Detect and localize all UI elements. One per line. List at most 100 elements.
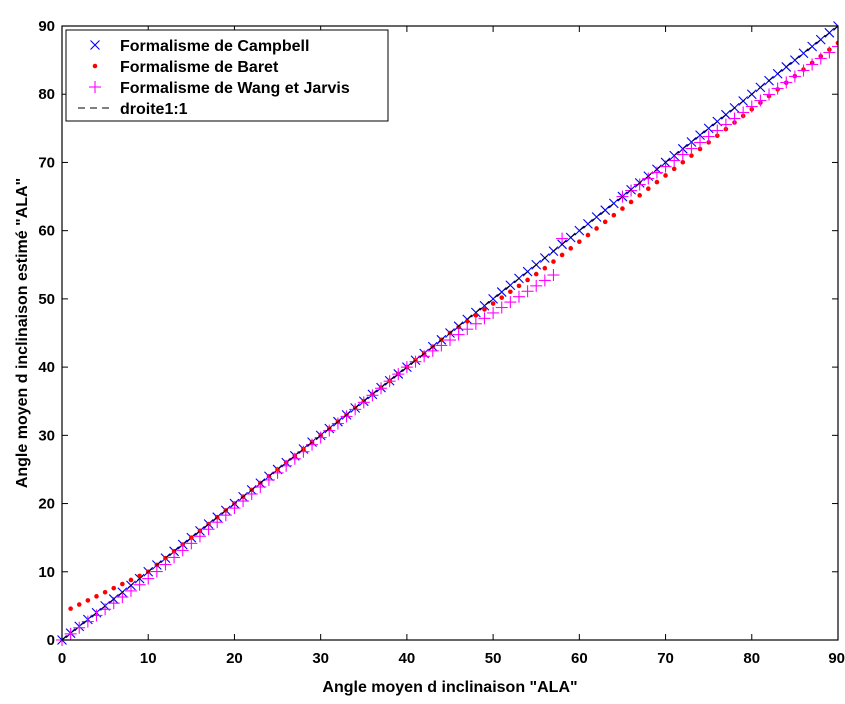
point-baret <box>620 206 625 211</box>
point-wang_jarvis <box>383 375 396 388</box>
point-baret <box>482 307 487 312</box>
y-tick-label: 30 <box>38 427 55 444</box>
series-baret <box>68 40 838 611</box>
point-baret <box>671 166 677 172</box>
point-baret <box>456 324 461 330</box>
x-tick-label: 30 <box>312 650 329 667</box>
point-baret <box>542 265 548 271</box>
point-wang_jarvis <box>504 296 517 309</box>
legend-item: droite1:1 <box>78 101 188 118</box>
legend-marker-swatch <box>92 63 98 69</box>
ticks-layer: 0 10 20 30 40 50 60 70 80 90 0 10 20 30 40 50 60 70 80 90 <box>38 18 845 667</box>
marks-layer <box>56 21 838 646</box>
point-baret <box>697 146 703 152</box>
point-wang_jarvis <box>685 142 698 155</box>
point-wang_jarvis <box>728 112 741 125</box>
point-wang_jarvis <box>452 328 465 341</box>
point-wang_jarvis <box>168 551 181 564</box>
x-tick-label: 80 <box>743 650 760 667</box>
legend-item: Formalisme de Campbell <box>90 38 309 55</box>
point-wang_jarvis <box>314 431 327 444</box>
point-wang_jarvis <box>469 317 482 330</box>
legend-label: Formalisme de Campbell <box>120 38 309 55</box>
point-wang_jarvis <box>357 396 370 409</box>
point-wang_jarvis <box>219 509 232 522</box>
y-tick-label: 0 <box>47 632 55 649</box>
y-tick-label: 20 <box>38 496 55 513</box>
point-wang_jarvis <box>461 323 474 336</box>
point-wang_jarvis <box>556 232 569 245</box>
point-wang_jarvis <box>478 312 491 325</box>
point-baret <box>128 577 134 583</box>
point-baret <box>594 226 599 231</box>
point-wang_jarvis <box>306 438 319 451</box>
point-baret <box>111 585 117 591</box>
point-baret <box>102 589 108 595</box>
y-tick-label: 60 <box>38 223 55 240</box>
point-wang_jarvis <box>323 424 336 437</box>
point-wang_jarvis <box>771 82 784 95</box>
point-wang_jarvis <box>116 591 129 604</box>
point-wang_jarvis <box>530 279 543 292</box>
point-wang_jarvis <box>159 558 172 571</box>
point-wang_jarvis <box>538 274 551 287</box>
point-wang_jarvis <box>193 530 206 543</box>
point-baret <box>499 295 505 300</box>
point-baret <box>663 173 668 178</box>
point-baret <box>602 219 608 225</box>
identity-line <box>61 25 838 641</box>
point-wang_jarvis <box>409 355 422 368</box>
point-wang_jarvis <box>788 70 801 83</box>
legend-marker-swatch <box>90 40 100 50</box>
point-baret <box>559 252 565 258</box>
point-wang_jarvis <box>340 410 353 423</box>
point-wang_jarvis <box>832 40 838 53</box>
point-wang_jarvis <box>487 306 500 319</box>
point-baret <box>508 289 513 295</box>
point-wang_jarvis <box>124 584 137 597</box>
point-wang_jarvis <box>375 382 388 395</box>
point-baret <box>85 598 91 603</box>
point-wang_jarvis <box>814 52 827 65</box>
y-tick-label: 40 <box>38 359 55 376</box>
point-wang_jarvis <box>211 516 224 529</box>
point-baret <box>680 159 686 165</box>
point-campbell <box>505 280 516 291</box>
point-campbell <box>496 287 507 297</box>
point-wang_jarvis <box>780 76 793 89</box>
point-wang_jarvis <box>366 389 379 402</box>
point-campbell <box>574 225 585 236</box>
y-axis-label: Angle moyen d inclinaison estimé "ALA" <box>14 178 31 488</box>
point-wang_jarvis <box>823 46 836 59</box>
point-wang_jarvis <box>754 94 767 107</box>
point-baret <box>577 239 582 245</box>
legend-item: Formalisme de Baret <box>92 59 279 76</box>
point-wang_jarvis <box>81 615 94 628</box>
point-wang_jarvis <box>392 368 405 381</box>
point-campbell <box>798 48 809 59</box>
point-baret <box>646 186 651 192</box>
x-tick-label: 50 <box>485 650 502 667</box>
point-wang_jarvis <box>133 578 146 591</box>
point-baret <box>464 318 470 324</box>
x-tick-label: 10 <box>140 650 157 667</box>
point-baret <box>525 277 530 283</box>
point-baret <box>585 232 591 238</box>
plot-frame <box>61 25 839 641</box>
series-group <box>56 21 838 646</box>
point-baret <box>551 259 556 264</box>
point-wang_jarvis <box>702 130 715 143</box>
point-baret <box>637 193 642 198</box>
point-wang_jarvis <box>176 544 189 557</box>
y-tick-label: 80 <box>38 86 55 103</box>
point-wang_jarvis <box>142 572 155 585</box>
legend: Formalisme de Campbell Formalisme de Bare… <box>65 29 389 122</box>
point-wang_jarvis <box>676 148 689 161</box>
point-wang_jarvis <box>331 417 344 430</box>
point-wang_jarvis <box>547 269 560 282</box>
point-baret <box>689 153 694 158</box>
point-wang_jarvis <box>763 88 776 101</box>
point-baret <box>137 573 142 579</box>
legend-marker-swatch <box>89 81 101 93</box>
y-tick-label: 50 <box>38 291 55 308</box>
